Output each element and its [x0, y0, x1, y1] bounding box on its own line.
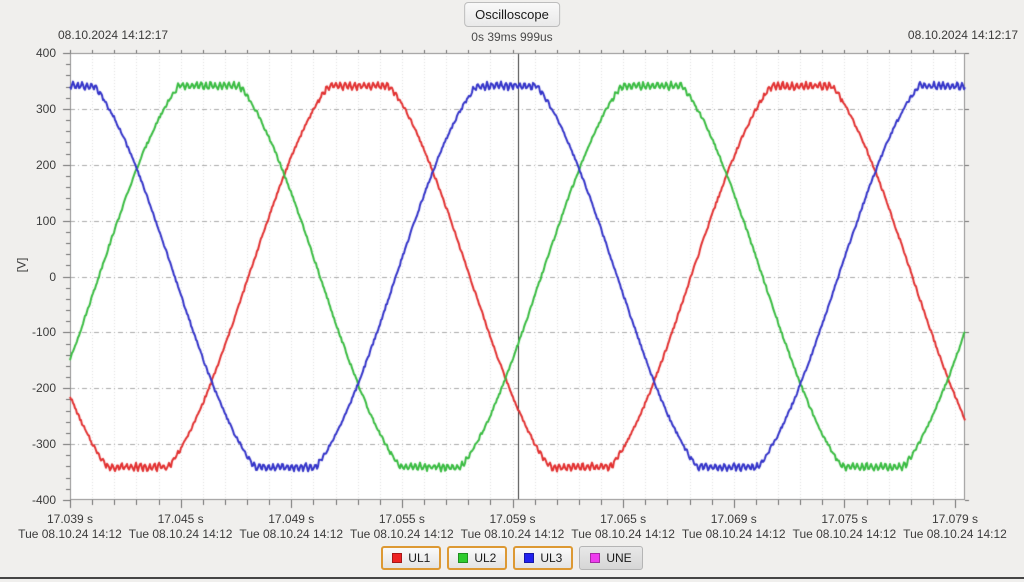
x-tick-time: 17.075 s: [821, 512, 868, 526]
x-tick-label: 17.039 s Tue 08.10.24 14:12: [18, 512, 122, 541]
legend-label: UL3: [540, 551, 563, 565]
x-tick-time: 17.079 s: [931, 512, 979, 526]
x-tick-date: Tue 08.10.24 14:12: [350, 527, 454, 541]
x-tick-label: 17.049 s Tue 08.10.24 14:12: [239, 512, 343, 541]
y-tick-label: 400: [35, 46, 56, 60]
x-tick-time: 17.069 s: [710, 512, 757, 526]
x-tick-label: 17.065 s Tue 08.10.24 14:12: [571, 512, 675, 541]
y-tick-label: -200: [31, 381, 56, 396]
x-tick-date: Tue 08.10.24 14:12: [681, 527, 786, 541]
legend-swatch-ul1: [392, 553, 403, 563]
x-tick-date: Tue 08.10.24 14:12: [18, 527, 122, 541]
x-tick-time: 17.049 s: [268, 512, 315, 526]
x-tick-date: Tue 08.10.24 14:12: [460, 527, 565, 541]
x-tick-time: 17.055 s: [378, 512, 425, 526]
x-tick-label: 17.069 s Tue 08.10.24 14:12: [682, 512, 786, 541]
legend: UL1 UL2 UL3 UNE: [0, 546, 1024, 570]
x-tick-date: Tue 08.10.24 14:12: [903, 527, 1007, 541]
x-tick-time: 17.065 s: [600, 512, 647, 526]
y-tick-label: 100: [35, 213, 56, 228]
x-tick-time: 17.059 s: [489, 512, 536, 526]
x-tick-label: 17.075 s Tue 08.10.24 14:12: [793, 512, 897, 541]
cursor-time-readout: 0s 39ms 999us: [471, 30, 553, 44]
legend-button-ul2[interactable]: UL2: [447, 546, 508, 570]
legend-label: UL1: [408, 551, 431, 565]
x-tick-time: 17.039 s: [46, 512, 94, 526]
legend-label: UL2: [474, 551, 497, 565]
y-tick-label: -300: [31, 437, 56, 452]
x-tick-time: 17.045 s: [157, 512, 204, 526]
y-tick-label: 200: [35, 157, 56, 172]
legend-swatch-ul3: [524, 553, 535, 563]
x-tick-date: Tue 08.10.24 14:12: [239, 527, 344, 541]
legend-label: UNE: [606, 551, 632, 565]
y-tick-label: 0: [49, 269, 56, 284]
y-tick-label: -400: [31, 493, 56, 507]
x-tick-date: Tue 08.10.24 14:12: [128, 527, 233, 541]
y-tick-label: 300: [35, 101, 56, 116]
x-tick-label: 17.059 s Tue 08.10.24 14:12: [461, 512, 565, 541]
y-tick-label: -100: [31, 325, 56, 340]
legend-button-ul3[interactable]: UL3: [513, 546, 574, 570]
legend-swatch-une: [590, 553, 601, 563]
timestamp-right: 08.10.2024 14:12:17: [907, 28, 1018, 42]
x-tick-date: Tue 08.10.24 14:12: [792, 527, 897, 541]
legend-button-une[interactable]: UNE: [579, 546, 643, 570]
window-bottom-edge: [0, 577, 1024, 579]
legend-button-ul1[interactable]: UL1: [381, 546, 442, 570]
timestamp-left: 08.10.2024 14:12:17: [58, 28, 169, 42]
x-tick-date: Tue 08.10.24 14:12: [571, 527, 675, 541]
oscilloscope-title-button[interactable]: Oscilloscope: [464, 2, 560, 27]
x-tick-label: 17.055 s Tue 08.10.24 14:12: [350, 512, 454, 541]
x-tick-label: 17.045 s Tue 08.10.24 14:12: [129, 512, 233, 541]
legend-swatch-ul2: [458, 553, 469, 563]
x-tick-label: 17.079 s Tue 08.10.24 14:12: [903, 512, 1007, 541]
